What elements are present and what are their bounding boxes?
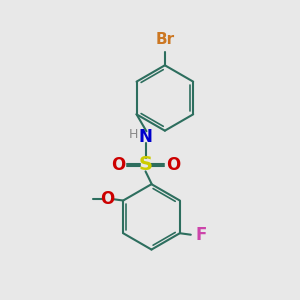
Text: Br: Br bbox=[155, 32, 174, 47]
Text: S: S bbox=[139, 155, 152, 174]
Text: N: N bbox=[139, 128, 152, 146]
Text: H: H bbox=[128, 128, 138, 141]
Text: O: O bbox=[111, 156, 125, 174]
Text: F: F bbox=[195, 226, 207, 244]
Text: O: O bbox=[166, 156, 180, 174]
Text: O: O bbox=[100, 190, 115, 208]
